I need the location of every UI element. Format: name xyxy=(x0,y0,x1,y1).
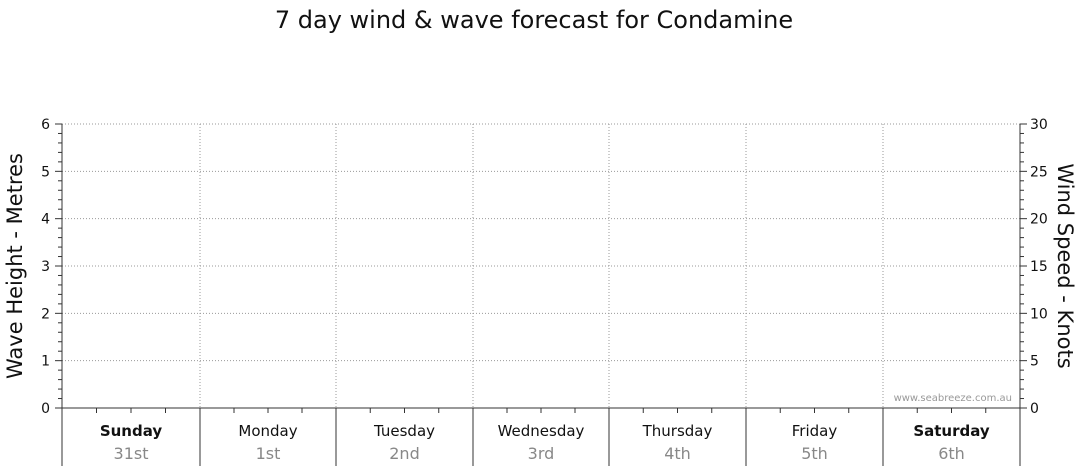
day-date-label: 1st xyxy=(256,444,281,463)
y2-tick-label: 0 xyxy=(1030,401,1039,417)
day-date-label: 2nd xyxy=(389,444,419,463)
day-date-label: 5th xyxy=(801,444,828,463)
y2-axis-title: Wind Speed - Knots xyxy=(1053,163,1077,368)
y-tick-label: 6 xyxy=(41,117,50,133)
y-axis-title: Wave Height - Metres xyxy=(3,153,27,379)
y-tick-label: 4 xyxy=(41,212,50,228)
day-name-label: Friday xyxy=(792,422,838,440)
y-tick-label: 2 xyxy=(41,306,50,322)
day-date-label: 6th xyxy=(938,444,965,463)
y2-tick-label: 25 xyxy=(1030,164,1048,180)
y2-tick-label: 30 xyxy=(1030,117,1048,133)
y-tick-label: 0 xyxy=(41,401,50,417)
axes xyxy=(55,123,1027,466)
y-tick-labels: 0 1 2 3 4 5 6 xyxy=(41,117,50,417)
y2-tick-label: 15 xyxy=(1030,259,1048,275)
day-name-label: Thursday xyxy=(642,422,713,440)
y-tick-label: 3 xyxy=(41,259,50,275)
day-labels: Sunday 31st Monday 1st Tuesday 2nd Wednesday 3r… xyxy=(100,422,990,463)
day-date-label: 3rd xyxy=(528,444,555,463)
day-name-label: Tuesday xyxy=(373,422,435,440)
day-name-label: Wednesday xyxy=(498,422,585,440)
day-name-label: Sunday xyxy=(100,422,163,440)
day-name-label: Saturday xyxy=(913,422,990,440)
chart-title: 7 day wind & wave forecast for Condamine xyxy=(275,6,793,34)
y2-tick-label: 10 xyxy=(1030,306,1048,322)
y-tick-label: 1 xyxy=(41,354,50,370)
y2-tick-label: 5 xyxy=(1030,354,1039,370)
day-date-label: 4th xyxy=(664,444,691,463)
watermark: www.seabreeze.com.au xyxy=(894,393,1012,404)
day-name-label: Monday xyxy=(238,422,297,440)
grid-lines xyxy=(62,123,1020,408)
day-date-label: 31st xyxy=(114,444,149,463)
y-tick-label: 5 xyxy=(41,164,50,180)
y2-tick-label: 20 xyxy=(1030,212,1048,228)
y2-tick-labels: 0 5 10 15 20 25 30 xyxy=(1030,117,1048,417)
